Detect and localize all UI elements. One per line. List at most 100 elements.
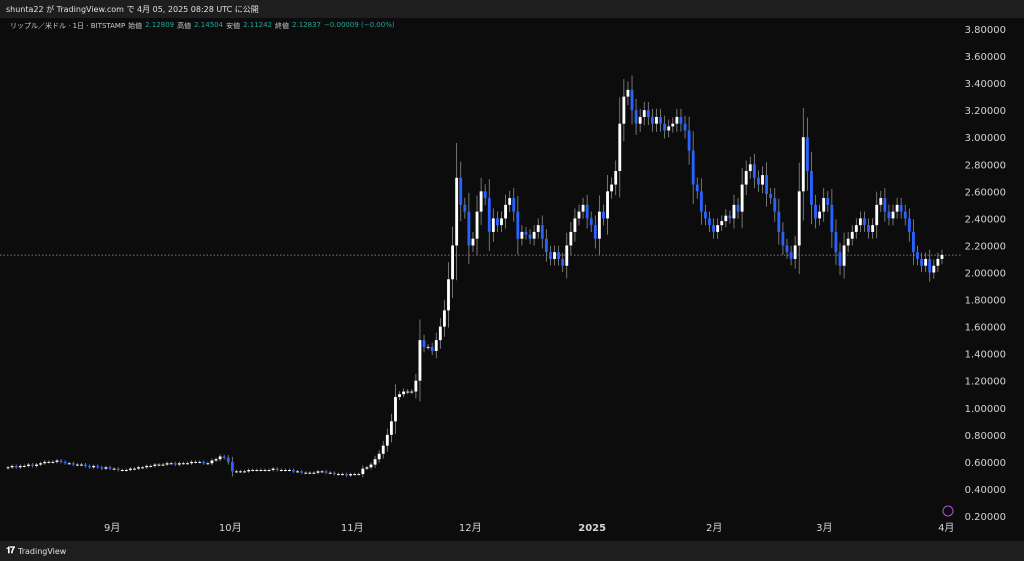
change-value: −0.00009 (−0.00%) bbox=[323, 21, 395, 29]
candle-body bbox=[936, 258, 940, 266]
candle-body bbox=[336, 474, 340, 476]
candle-body bbox=[51, 461, 55, 463]
candle-body bbox=[418, 340, 422, 381]
y-tick-label: 3.40000 bbox=[965, 79, 1006, 90]
candle-body bbox=[667, 126, 671, 131]
y-tick-label: 2.80000 bbox=[965, 160, 1006, 171]
candle-body bbox=[516, 211, 520, 239]
y-tick-label: 0.40000 bbox=[965, 485, 1006, 496]
candle-body bbox=[259, 470, 263, 472]
candle-body bbox=[732, 204, 736, 219]
candle-body bbox=[31, 464, 34, 466]
candle-body bbox=[544, 238, 548, 253]
candle-body bbox=[120, 470, 124, 472]
candle-body bbox=[854, 225, 858, 232]
candle-body bbox=[879, 198, 883, 205]
candle-body bbox=[206, 463, 210, 465]
candle-body bbox=[234, 471, 238, 473]
candle-body bbox=[304, 472, 308, 474]
candle-body bbox=[153, 464, 157, 466]
candle-body bbox=[757, 177, 760, 185]
candle-body bbox=[35, 464, 39, 466]
brand[interactable]: 𝟏𝟕 TradingView bbox=[6, 546, 66, 556]
candle-body bbox=[920, 258, 923, 266]
candle-body bbox=[814, 204, 817, 219]
candle-body bbox=[328, 472, 332, 474]
candle-body bbox=[593, 225, 597, 239]
candle-body bbox=[797, 191, 801, 246]
candle-body bbox=[251, 470, 255, 472]
high-value: 2.14504 bbox=[194, 21, 224, 29]
candle-body bbox=[483, 191, 487, 199]
chart-panel[interactable]: 3.80000 3.60000 3.40000 3.20000 3.00000 2.800… bbox=[0, 18, 1024, 541]
candle-body bbox=[585, 204, 589, 219]
published-bar: shunta22 が TradingView.com で 4月 05, 2025… bbox=[0, 0, 1024, 18]
candle-body bbox=[67, 463, 71, 465]
candle-body bbox=[500, 218, 503, 226]
candle-body bbox=[27, 464, 30, 466]
candle-body bbox=[116, 468, 120, 471]
candle-body bbox=[752, 164, 756, 178]
candle-body bbox=[606, 191, 609, 219]
candle-body bbox=[357, 474, 361, 476]
candle-body bbox=[124, 470, 128, 472]
x-tick-label: 2025 bbox=[578, 523, 606, 534]
candle-body bbox=[781, 231, 785, 246]
candle-body bbox=[858, 218, 862, 226]
candle-body bbox=[451, 245, 454, 280]
candle-body bbox=[157, 464, 161, 466]
candle-body bbox=[426, 346, 430, 348]
candle-body bbox=[765, 175, 769, 195]
candle-body bbox=[810, 171, 813, 205]
candle-body bbox=[565, 245, 569, 266]
candle-body bbox=[161, 464, 165, 466]
candle-body bbox=[826, 198, 830, 205]
candle-body bbox=[92, 465, 96, 468]
candle-body bbox=[708, 218, 711, 226]
candle-body bbox=[602, 211, 605, 219]
candle-body bbox=[112, 468, 116, 470]
ohlc-legend: リップル／米ドル · 1日 · BITSTAMP 始値 2.12809 高値 2.1… bbox=[10, 21, 395, 31]
y-tick-label: 0.60000 bbox=[965, 458, 1006, 469]
candle-body bbox=[389, 421, 393, 435]
candle-body bbox=[663, 123, 667, 131]
candle-body bbox=[695, 184, 699, 192]
candle-body bbox=[137, 467, 140, 469]
candle-body bbox=[430, 346, 434, 351]
low-value: 2.11242 bbox=[243, 21, 273, 29]
candle-body bbox=[414, 380, 418, 392]
candlestick-chart[interactable]: 3.80000 3.60000 3.40000 3.20000 3.00000 2.800… bbox=[0, 18, 1024, 541]
candle-body bbox=[597, 211, 601, 239]
candle-body bbox=[911, 231, 915, 253]
candle-body bbox=[761, 175, 764, 185]
candle-body bbox=[463, 204, 467, 212]
candle-body bbox=[520, 231, 524, 239]
candle-body bbox=[149, 465, 153, 467]
candle-body bbox=[55, 460, 59, 462]
candle-body bbox=[43, 461, 47, 464]
candle-body bbox=[267, 470, 271, 472]
candle-body bbox=[728, 215, 732, 219]
candle-body bbox=[924, 258, 928, 266]
candle-body bbox=[540, 225, 544, 239]
candle-body bbox=[557, 252, 561, 259]
candle-body bbox=[834, 231, 838, 253]
candle-body bbox=[275, 468, 279, 471]
candle-body bbox=[459, 177, 463, 205]
lightning-icon bbox=[942, 505, 954, 517]
y-tick-label: 0.20000 bbox=[965, 512, 1006, 523]
candle-body bbox=[186, 463, 189, 465]
candle-body bbox=[88, 465, 92, 468]
candle-body bbox=[553, 252, 556, 259]
candle-body bbox=[165, 463, 169, 465]
candle-body bbox=[332, 472, 336, 475]
candle-body bbox=[434, 340, 438, 351]
candle-body bbox=[883, 198, 887, 212]
candle-body bbox=[659, 116, 662, 124]
candle-body bbox=[128, 468, 132, 471]
candle-body bbox=[177, 463, 181, 465]
candle-body bbox=[675, 116, 679, 124]
candle-body bbox=[202, 461, 206, 464]
candle-body bbox=[71, 463, 75, 465]
candle-body bbox=[442, 310, 446, 327]
